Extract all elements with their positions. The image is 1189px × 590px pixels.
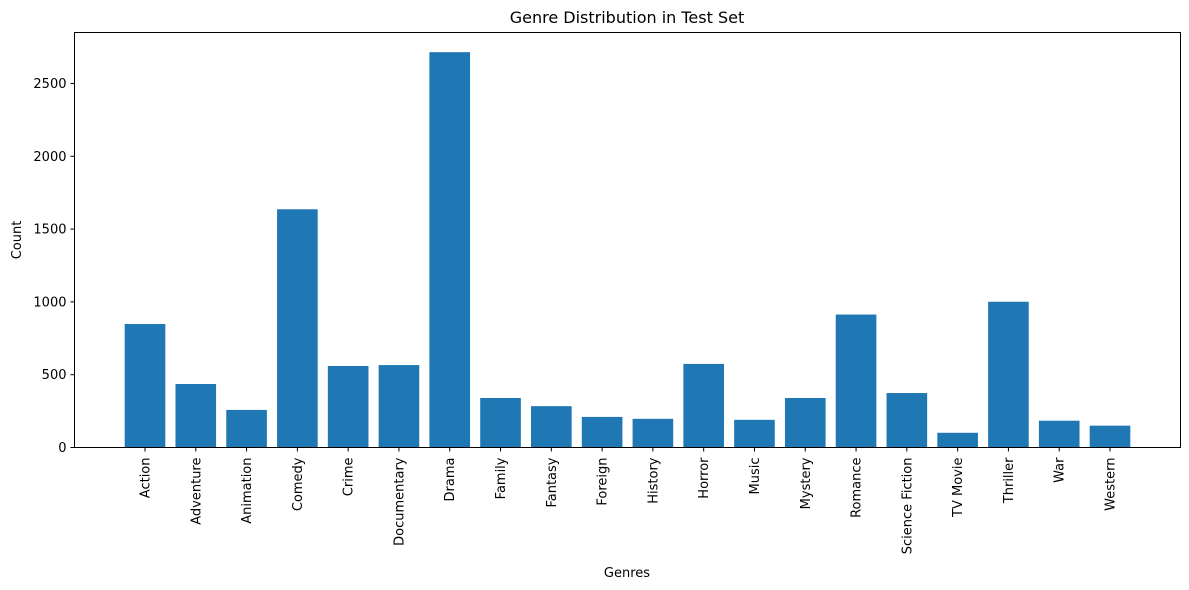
x-tick-label: War — [1053, 457, 1068, 483]
bar-western — [1089, 425, 1131, 448]
bar-romance — [835, 314, 877, 448]
bar-war — [1038, 420, 1080, 448]
x-tick-label: Family — [494, 457, 509, 499]
x-tick-label: Fantasy — [545, 457, 560, 507]
x-axis: Action Adventure Animation Comedy Crime Docum… — [139, 447, 1119, 555]
bar-action — [124, 324, 166, 448]
bar-horror — [683, 363, 724, 448]
bar-history — [632, 418, 674, 448]
x-tick-label: Comedy — [291, 457, 306, 511]
x-tick-label: Music — [748, 458, 763, 495]
y-tick-label: 2000 — [33, 150, 66, 165]
x-tick-label: History — [646, 457, 661, 504]
x-tick-label: Romance — [850, 458, 865, 518]
x-tick-label: Mystery — [799, 457, 814, 509]
y-tick-label: 2500 — [33, 77, 66, 92]
bar-science-fiction — [886, 393, 928, 448]
y-tick-label: 500 — [42, 368, 67, 383]
x-tick-label: TV Movie — [951, 458, 966, 518]
x-tick-label: Science Fiction — [900, 458, 915, 555]
bar-foreign — [581, 416, 623, 448]
bar-mystery — [784, 397, 826, 448]
x-tick-label: Foreign — [596, 458, 611, 506]
bar-drama — [429, 52, 471, 448]
x-tick-label: Horror — [697, 457, 712, 499]
bar-music — [734, 419, 775, 448]
bar-animation — [226, 409, 267, 448]
y-tick-label: 1500 — [33, 223, 66, 238]
y-axis: 0 500 1000 1500 2000 2500 — [33, 77, 75, 456]
x-tick-label: Thriller — [1002, 457, 1017, 504]
plot-frame — [74, 32, 1181, 448]
x-tick-label: Animation — [240, 458, 255, 524]
x-tick-label: Western — [1104, 458, 1119, 511]
x-axis-label: Genres — [604, 566, 650, 581]
y-axis-label: Count — [10, 221, 25, 260]
y-tick-label: 1000 — [33, 295, 66, 310]
x-tick-label: Documentary — [392, 457, 407, 546]
x-tick-label: Crime — [342, 458, 357, 497]
chart-title: Genre Distribution in Test Set — [510, 8, 745, 27]
bar-comedy — [277, 209, 318, 448]
bar-crime — [327, 365, 369, 448]
bar-family — [480, 397, 521, 448]
bars-group — [124, 52, 1131, 448]
bar-fantasy — [531, 406, 572, 448]
bar-documentary — [378, 365, 420, 448]
x-tick-label: Action — [139, 458, 154, 499]
x-tick-label: Adventure — [189, 458, 204, 525]
bar-thriller — [988, 301, 1029, 448]
x-tick-label: Drama — [443, 458, 458, 502]
bar-tv-movie — [937, 432, 978, 448]
y-tick-label: 0 — [58, 441, 66, 456]
bar-adventure — [175, 384, 217, 448]
